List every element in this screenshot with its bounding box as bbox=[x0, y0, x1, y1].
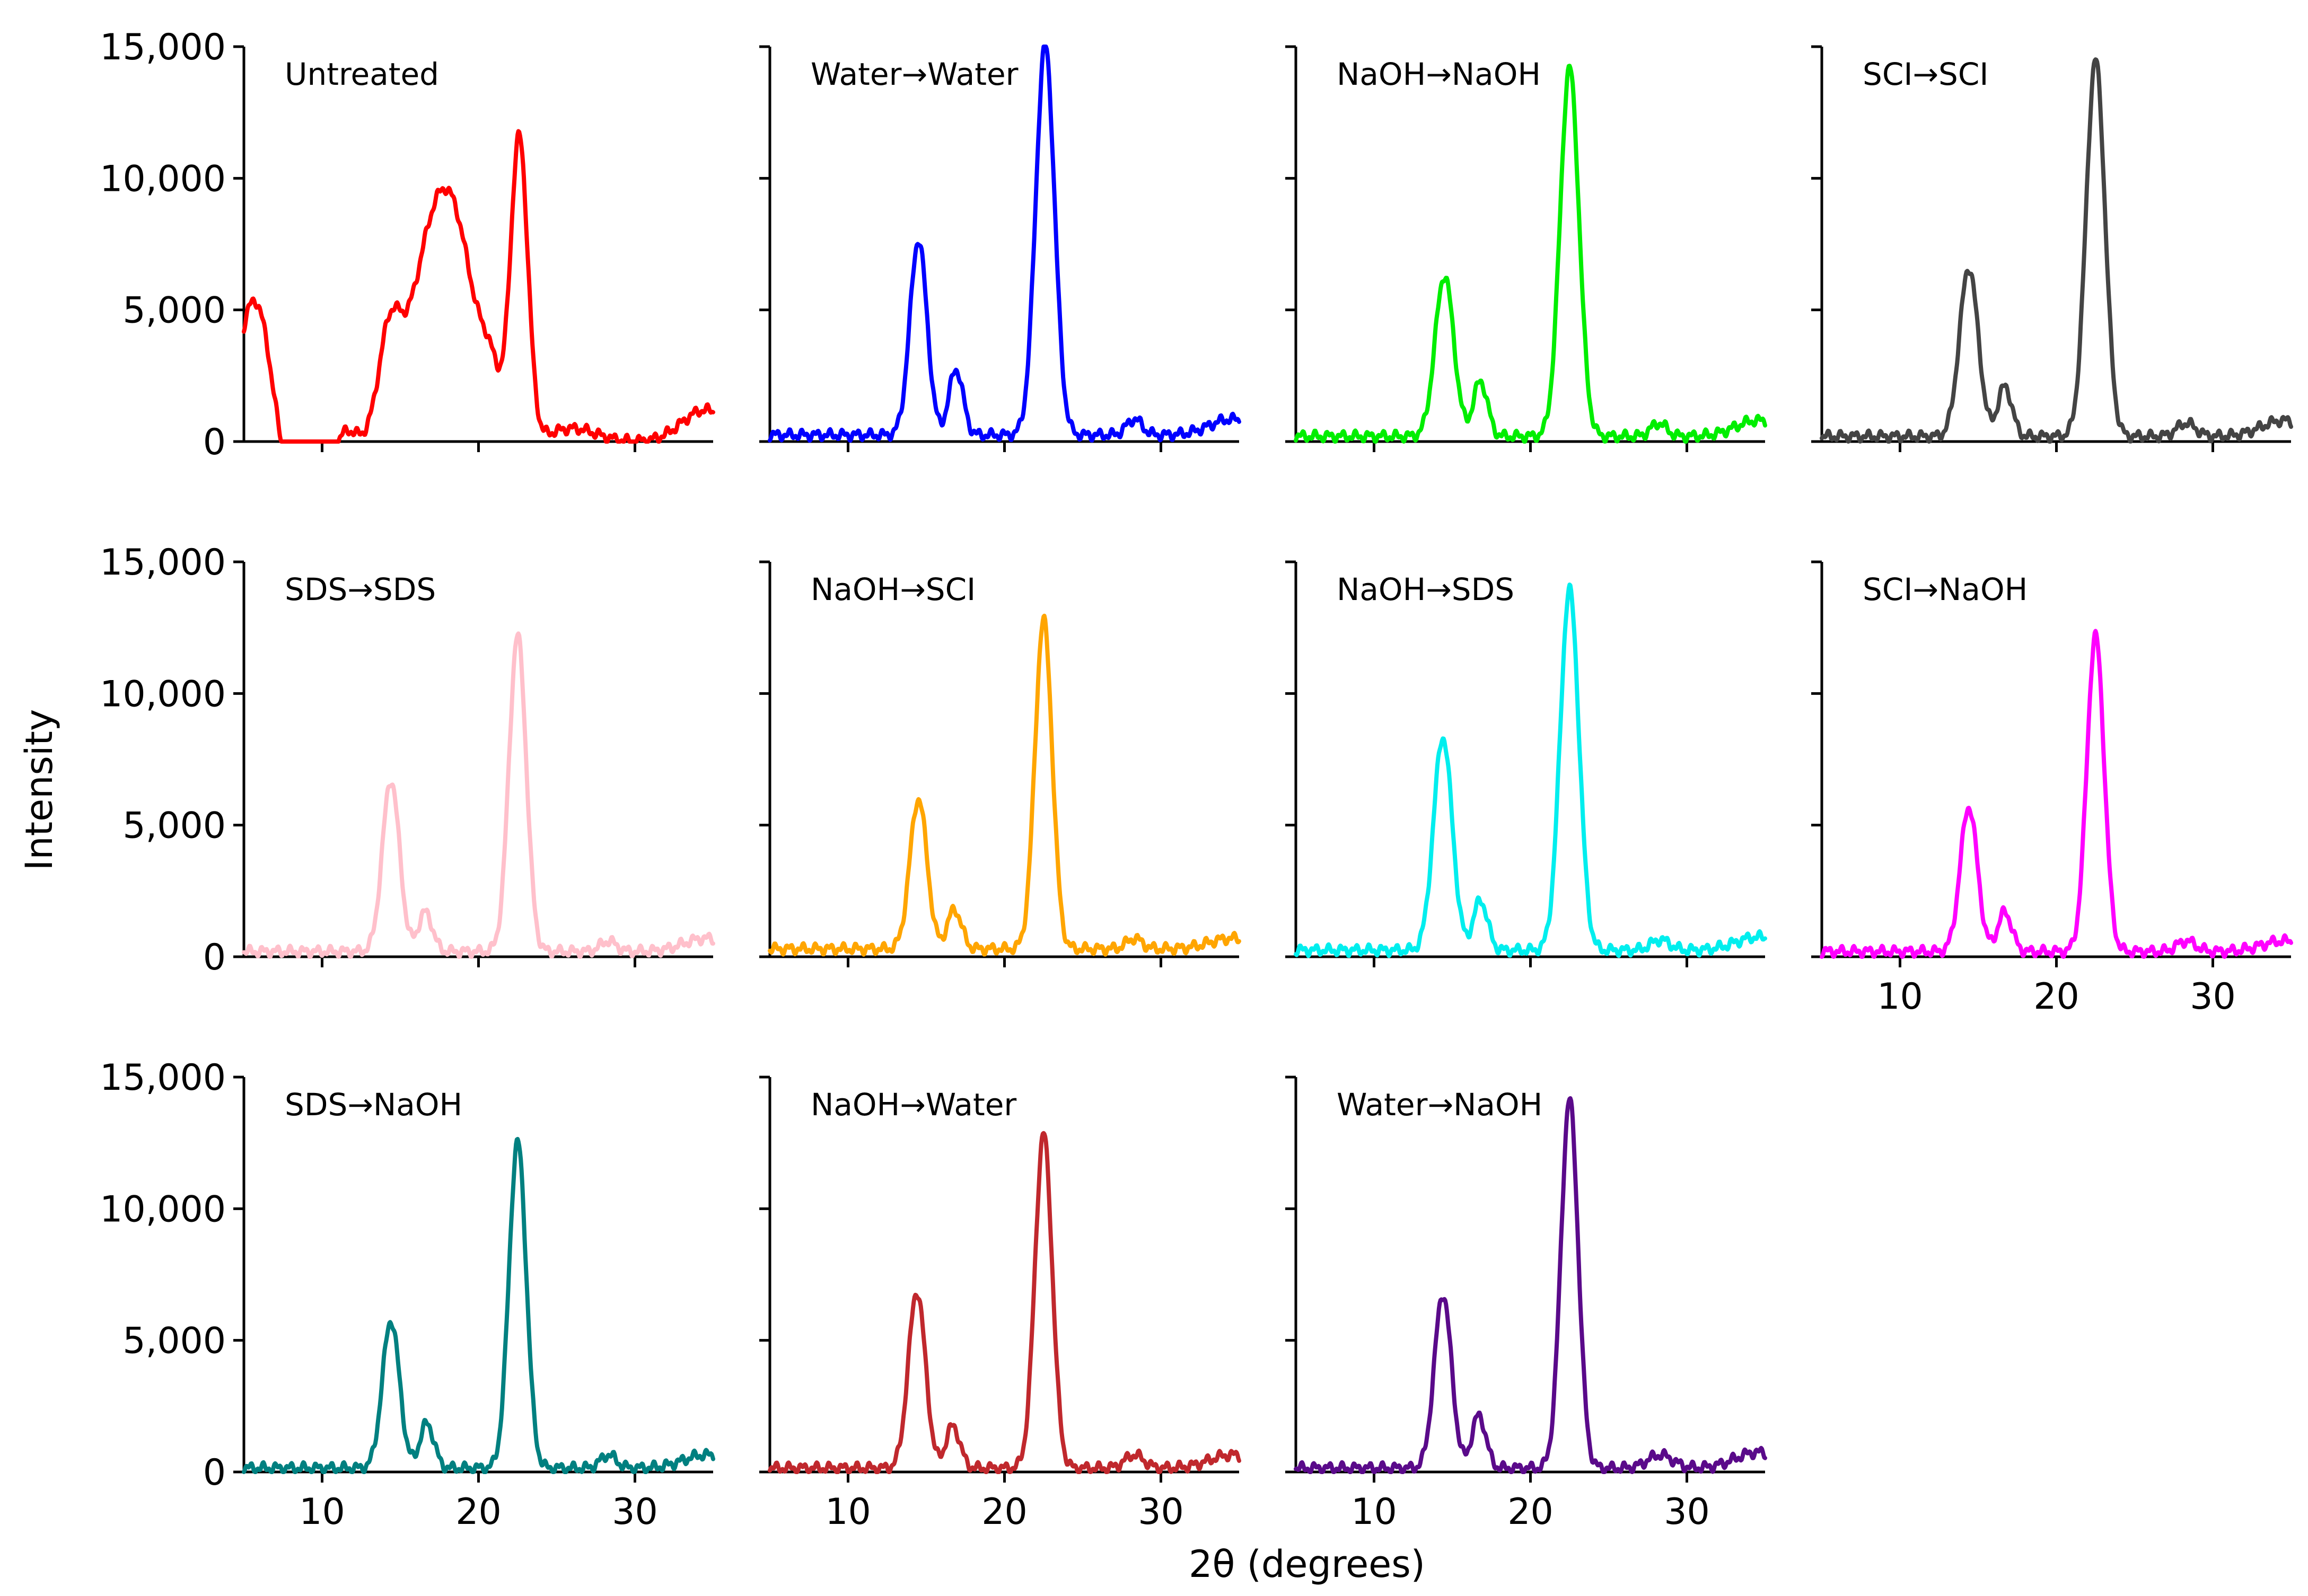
y-tick-label: 10,000 bbox=[100, 158, 226, 200]
series-line-sds-to-naoh bbox=[242, 1136, 715, 1474]
y-tick-label: 15,000 bbox=[100, 1057, 226, 1099]
panel-naoh-to-sci: NaOH→SCI bbox=[759, 560, 1241, 967]
panel-grid: 0 5,000 10,000 15,000 Untreated Water→Water Na… bbox=[100, 27, 2293, 1533]
panel-title: NaOH→NaOH bbox=[1337, 56, 1541, 92]
y-axis-title: Intensity bbox=[17, 709, 61, 871]
panel-title: Untreated bbox=[285, 56, 439, 92]
series-line-naoh-to-water bbox=[768, 1131, 1241, 1474]
panel-title: NaOH→Water bbox=[811, 1087, 1016, 1123]
x-tick-label: 10 bbox=[299, 1491, 345, 1533]
y-tick-label: 10,000 bbox=[100, 1188, 226, 1230]
panel-sds-to-naoh: 0 5,000 10,000 15,000 10 20 30 SDS→NaOH bbox=[100, 1057, 715, 1533]
y-tick-label: 0 bbox=[203, 421, 226, 463]
y-tick-label: 0 bbox=[203, 937, 226, 978]
series-line-untreated bbox=[242, 129, 715, 444]
panel-title: NaOH→SDS bbox=[1337, 571, 1514, 607]
x-tick-label: 30 bbox=[1664, 1491, 1710, 1533]
y-tick-label: 15,000 bbox=[100, 542, 226, 584]
y-tick-label: 15,000 bbox=[100, 27, 226, 68]
y-tick-label: 5,000 bbox=[122, 290, 226, 332]
panel-sci-to-sci: SCI→SCI bbox=[1811, 45, 2293, 452]
y-tick-label: 10,000 bbox=[100, 673, 226, 715]
panel-title: SCI→NaOH bbox=[1863, 571, 2028, 607]
panel-untreated: 0 5,000 10,000 15,000 Untreated bbox=[100, 27, 715, 463]
series-line-naoh-to-sds bbox=[1294, 583, 1767, 958]
series-line-naoh-to-naoh bbox=[1294, 64, 1767, 444]
x-tick-label: 20 bbox=[455, 1491, 502, 1533]
y-tick-label: 5,000 bbox=[122, 1320, 226, 1362]
x-tick-label: 10 bbox=[1877, 976, 1923, 1018]
x-axis-title: 2θ (degrees) bbox=[1189, 1542, 1425, 1586]
panel-sci-to-naoh: 10 20 30 SCI→NaOH bbox=[1811, 560, 2293, 1018]
series-line-sds-to-sds bbox=[242, 631, 715, 959]
x-tick-label: 30 bbox=[612, 1491, 658, 1533]
y-tick-label: 0 bbox=[203, 1452, 226, 1494]
panel-title: SCI→SCI bbox=[1863, 56, 1988, 92]
panel-title: SDS→SDS bbox=[285, 571, 436, 607]
panel-naoh-to-naoh: NaOH→NaOH bbox=[1285, 45, 1767, 452]
x-tick-label: 30 bbox=[2190, 976, 2236, 1018]
x-tick-label: 30 bbox=[1138, 1491, 1184, 1533]
y-tick-label: 5,000 bbox=[122, 805, 226, 847]
panel-naoh-to-water: 10 20 30 NaOH→Water bbox=[759, 1075, 1241, 1533]
panel-sds-to-sds: 0 5,000 10,000 15,000 SDS→SDS bbox=[100, 542, 715, 978]
panel-naoh-to-sds: NaOH→SDS bbox=[1285, 560, 1767, 967]
series-line-sci-to-sci bbox=[1820, 57, 2293, 444]
x-tick-label: 20 bbox=[981, 1491, 1028, 1533]
panel-water-to-water: Water→Water bbox=[759, 45, 1241, 452]
series-line-water-to-naoh bbox=[1294, 1096, 1767, 1474]
panel-water-to-naoh: 10 20 30 Water→NaOH bbox=[1285, 1075, 1767, 1533]
panel-title: Water→NaOH bbox=[1337, 1087, 1542, 1123]
x-tick-label: 10 bbox=[1351, 1491, 1397, 1533]
series-line-water-to-water bbox=[768, 45, 1241, 443]
series-line-naoh-to-sci bbox=[768, 613, 1241, 957]
series-line-sci-to-naoh bbox=[1820, 629, 2293, 959]
x-tick-label: 20 bbox=[2033, 976, 2079, 1018]
x-tick-label: 20 bbox=[1507, 1491, 1554, 1533]
panel-title: SDS→NaOH bbox=[285, 1087, 462, 1123]
panel-title: Water→Water bbox=[811, 56, 1019, 92]
panel-title: NaOH→SCI bbox=[811, 571, 976, 607]
x-tick-label: 10 bbox=[825, 1491, 871, 1533]
